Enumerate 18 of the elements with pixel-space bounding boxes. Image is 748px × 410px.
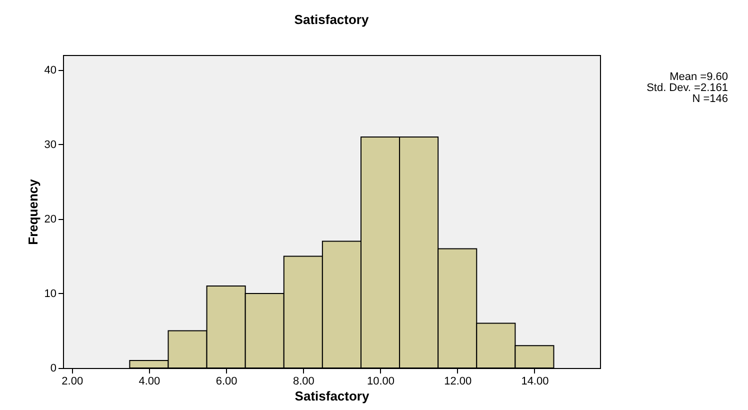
y-tick-label: 40 bbox=[44, 64, 56, 76]
x-tick-label: 4.00 bbox=[138, 376, 160, 388]
x-tick-label: 6.00 bbox=[216, 376, 238, 388]
y-tick-label: 30 bbox=[44, 138, 56, 151]
x-axis-title: Satisfactory bbox=[294, 388, 370, 404]
x-tick-label: 14.00 bbox=[521, 376, 549, 388]
x-tick-label: 2.00 bbox=[62, 376, 84, 388]
x-tick-label: 12.00 bbox=[444, 376, 472, 388]
y-axis-title: Frequency bbox=[25, 178, 40, 245]
y-tick-label: 20 bbox=[44, 213, 56, 226]
text: Mean =9.60 bbox=[668, 71, 728, 83]
y-tick-label: 0 bbox=[50, 362, 56, 374]
chart-title: Satisfactory bbox=[294, 12, 370, 27]
text: N =146 bbox=[691, 93, 728, 105]
x-tick-label: 10.00 bbox=[367, 376, 395, 388]
text: Std. Dev. =2.161 bbox=[646, 82, 728, 94]
y-tick-label: 10 bbox=[44, 288, 56, 300]
x-tick-label: 8.00 bbox=[292, 376, 314, 388]
